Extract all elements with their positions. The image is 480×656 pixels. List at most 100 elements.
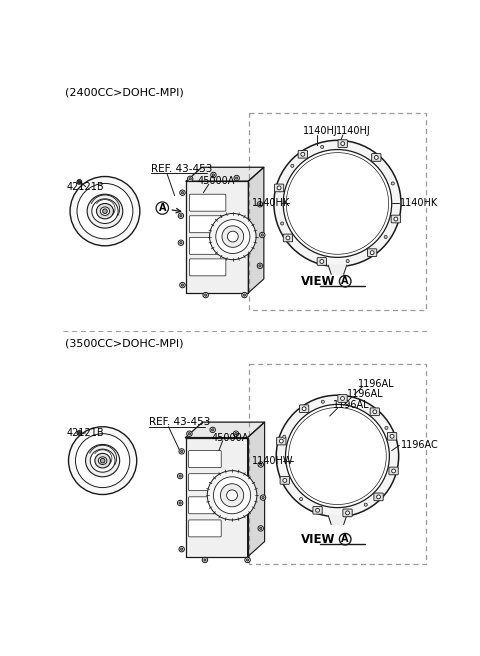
Circle shape <box>178 474 183 479</box>
Circle shape <box>377 495 381 499</box>
Circle shape <box>286 236 290 240</box>
Ellipse shape <box>87 194 123 228</box>
Circle shape <box>339 533 351 545</box>
Text: 1140HW: 1140HW <box>252 456 294 466</box>
Circle shape <box>283 435 286 438</box>
Circle shape <box>391 182 395 185</box>
Ellipse shape <box>96 203 113 219</box>
Circle shape <box>260 463 262 466</box>
Circle shape <box>179 449 184 454</box>
Circle shape <box>187 431 192 436</box>
Circle shape <box>373 410 377 414</box>
Polygon shape <box>186 181 248 293</box>
Text: A: A <box>158 203 166 213</box>
Ellipse shape <box>100 459 105 463</box>
FancyBboxPatch shape <box>338 140 348 148</box>
Circle shape <box>180 548 183 550</box>
Text: 1196AL: 1196AL <box>359 379 395 388</box>
Text: VIEW: VIEW <box>300 275 335 288</box>
Ellipse shape <box>69 427 137 495</box>
FancyBboxPatch shape <box>298 150 307 158</box>
Ellipse shape <box>95 453 110 468</box>
Polygon shape <box>186 167 264 181</box>
FancyBboxPatch shape <box>391 215 400 223</box>
FancyBboxPatch shape <box>283 234 293 242</box>
Circle shape <box>234 175 240 181</box>
Circle shape <box>180 282 185 288</box>
Ellipse shape <box>77 184 133 239</box>
Circle shape <box>246 559 249 561</box>
Circle shape <box>180 215 182 217</box>
FancyBboxPatch shape <box>338 395 347 402</box>
Circle shape <box>179 546 184 552</box>
FancyBboxPatch shape <box>389 467 398 475</box>
Circle shape <box>274 140 401 266</box>
Circle shape <box>202 558 208 563</box>
Circle shape <box>245 558 250 563</box>
Circle shape <box>257 201 263 207</box>
Circle shape <box>220 483 244 507</box>
Circle shape <box>301 152 305 156</box>
Circle shape <box>341 142 345 146</box>
Ellipse shape <box>85 445 120 477</box>
Circle shape <box>204 559 206 561</box>
Circle shape <box>235 432 237 435</box>
Circle shape <box>189 178 192 180</box>
Circle shape <box>341 397 345 400</box>
Circle shape <box>77 180 82 184</box>
Circle shape <box>188 432 191 435</box>
Circle shape <box>204 294 207 297</box>
Circle shape <box>259 264 261 267</box>
Circle shape <box>210 213 256 260</box>
Ellipse shape <box>103 209 107 213</box>
Circle shape <box>316 508 320 512</box>
FancyBboxPatch shape <box>275 184 284 192</box>
Text: 1196AL: 1196AL <box>333 400 370 410</box>
Circle shape <box>262 497 264 499</box>
Circle shape <box>276 395 399 517</box>
Circle shape <box>364 503 367 506</box>
Polygon shape <box>186 438 248 557</box>
Circle shape <box>211 173 216 178</box>
Circle shape <box>346 260 349 262</box>
Circle shape <box>78 181 81 183</box>
Circle shape <box>258 462 264 467</box>
Text: (3500CC>DOHC-MPI): (3500CC>DOHC-MPI) <box>65 339 184 349</box>
Circle shape <box>214 477 251 514</box>
FancyBboxPatch shape <box>190 216 226 233</box>
Circle shape <box>346 511 349 515</box>
Circle shape <box>260 495 266 501</box>
FancyBboxPatch shape <box>370 408 380 416</box>
Circle shape <box>260 232 265 237</box>
Circle shape <box>291 164 294 167</box>
Circle shape <box>233 431 239 436</box>
Circle shape <box>207 470 257 520</box>
Circle shape <box>320 260 324 264</box>
Ellipse shape <box>70 176 140 246</box>
FancyBboxPatch shape <box>189 520 221 537</box>
Text: VIEW: VIEW <box>300 533 335 546</box>
FancyBboxPatch shape <box>368 249 377 256</box>
FancyBboxPatch shape <box>189 474 221 491</box>
FancyBboxPatch shape <box>372 154 381 161</box>
Circle shape <box>222 226 244 247</box>
Circle shape <box>180 450 183 453</box>
Circle shape <box>227 490 238 501</box>
Circle shape <box>374 155 378 159</box>
Circle shape <box>339 276 351 287</box>
FancyBboxPatch shape <box>343 509 352 517</box>
Circle shape <box>181 192 184 194</box>
Circle shape <box>236 177 238 179</box>
Polygon shape <box>186 422 264 438</box>
Text: 45000A: 45000A <box>198 176 235 186</box>
Circle shape <box>242 293 247 298</box>
Circle shape <box>181 284 184 286</box>
Circle shape <box>286 405 389 508</box>
Circle shape <box>283 150 392 257</box>
Circle shape <box>156 202 168 215</box>
Circle shape <box>302 407 306 411</box>
Text: 1140HJ: 1140HJ <box>303 126 338 136</box>
Circle shape <box>390 434 394 438</box>
FancyBboxPatch shape <box>190 194 226 211</box>
Circle shape <box>283 478 287 482</box>
